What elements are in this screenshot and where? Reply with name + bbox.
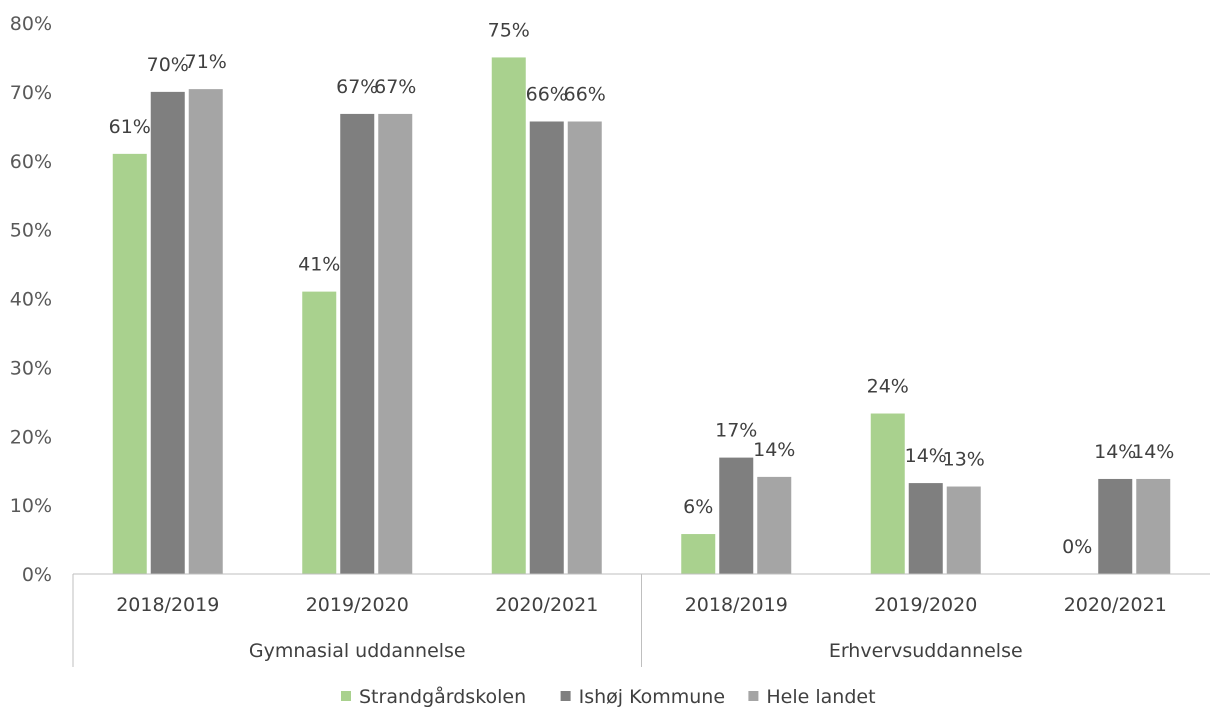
bar [1098,478,1133,574]
bar [529,121,564,575]
data-label: 6% [683,496,713,518]
bar [491,57,526,574]
y-tick-label: 50% [10,220,52,242]
group-label: Erhvervsuddannelse [829,640,1023,662]
data-labels: 61%70%71%41%67%67%75%66%66%6%17%14%24%14… [109,19,1175,558]
bar [681,534,716,574]
data-label: 66% [526,83,568,105]
data-label: 24% [867,376,909,398]
category-label: 2020/2021 [1064,594,1167,616]
legend: Strandgårdskolen Ishøj Kommune Hele landet [341,685,876,708]
legend-label: Ishøj Kommune [579,686,725,708]
bar [340,113,375,574]
y-tick-label: 30% [10,357,52,379]
x-axis: 2018/2019 2019/2020 2020/2021 Gymnasial udd… [72,573,1210,667]
data-label: 61% [109,116,151,138]
bar [302,291,337,574]
category-label: 2018/2019 [685,594,788,616]
y-tick-label: 40% [10,289,52,311]
bars [112,57,1171,575]
legend-label: Hele landet [766,686,875,708]
data-label: 70% [147,54,189,76]
data-label: 75% [488,19,530,41]
data-label: 17% [715,420,757,442]
data-label: 71% [185,51,227,73]
category-label: 2020/2021 [495,594,598,616]
y-tick-label: 20% [10,426,52,448]
y-tick-label: 80% [10,13,52,35]
bar [757,476,792,574]
data-label: 41% [298,254,340,276]
bar [719,457,754,574]
data-label: 0% [1062,536,1092,558]
data-label: 67% [336,76,378,98]
group-label: Gymnasial uddannelse [249,640,466,662]
data-label: 14% [1094,441,1136,463]
data-label: 14% [1132,441,1174,463]
legend-label: Strandgårdskolen [359,685,526,708]
y-tick-label: 70% [10,82,52,104]
category-label: 2019/2020 [874,594,977,616]
data-label: 14% [905,445,947,467]
bar [946,486,981,574]
y-tick-label: 10% [10,495,52,517]
bar [112,153,147,575]
legend-swatch [560,691,571,701]
data-label: 13% [943,449,985,471]
bar [188,89,223,575]
y-tick-label: 60% [10,151,52,173]
y-axis: 0% 10% 20% 30% 40% 50% 60% 70% 80% [10,13,52,586]
bar [150,91,185,574]
category-label: 2019/2020 [306,594,409,616]
bar [567,121,602,575]
data-label: 67% [374,76,416,98]
data-label: 14% [753,439,795,461]
legend-swatch [341,691,351,701]
legend-swatch [748,691,759,701]
category-label: 2018/2019 [116,594,219,616]
bar [1136,478,1171,574]
bar [870,413,905,574]
data-label: 66% [564,83,606,105]
bar [908,483,943,574]
bar [378,113,413,574]
y-tick-label: 0% [22,564,52,586]
